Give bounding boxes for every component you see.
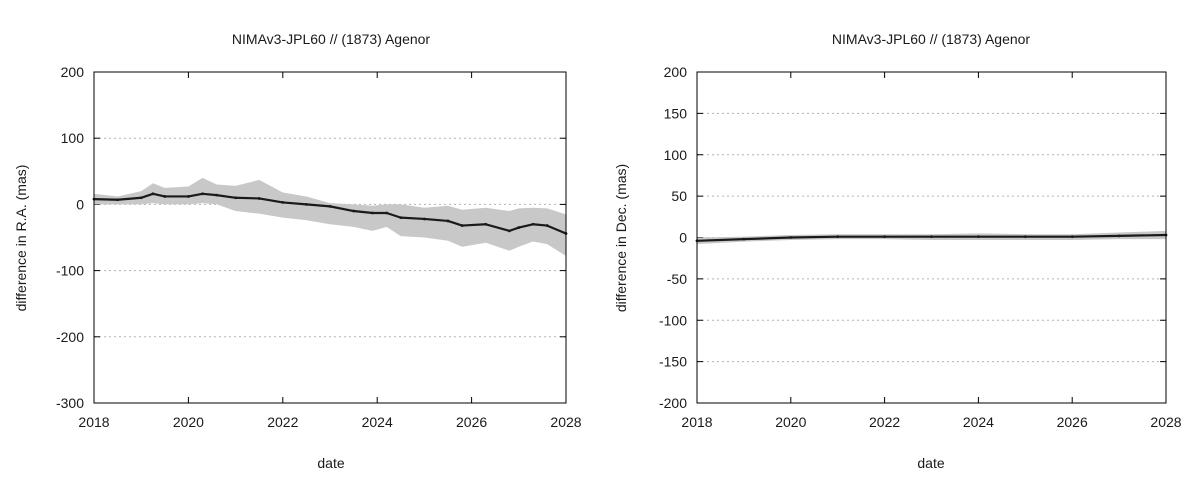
ra-y-tick-label: -100 [56, 263, 84, 279]
ra-chart-title: NIMAv3-JPL60 // (1873) Agenor [232, 31, 431, 47]
dec-data-point [836, 235, 840, 239]
dec-y-tick-label: -200 [659, 395, 687, 411]
ra-uncertainty-band [94, 177, 566, 257]
ra-data-point [328, 204, 332, 208]
ra-x-tick-label: 2026 [456, 414, 487, 430]
dec-y-tick-label: 200 [664, 64, 688, 80]
dec-y-tick-label: -150 [659, 354, 687, 370]
dec-y-tick-label: -50 [667, 271, 687, 287]
dec-chart-title: NIMAv3-JPL60 // (1873) Agenor [832, 31, 1031, 47]
ra-data-point [423, 217, 426, 221]
ra-x-axis-label: date [317, 455, 344, 471]
ra-x-tick-label: 2018 [78, 414, 109, 430]
dec-data-point [930, 235, 933, 239]
ra-x-tick-label: 2022 [267, 414, 298, 430]
ra-difference-line [93, 192, 567, 235]
ra-x-tick-label: 2028 [550, 414, 581, 430]
dec-y-tick-label: 150 [664, 105, 688, 121]
dec-y-tick-label: 50 [671, 188, 687, 204]
dec-y-tick-label: 100 [664, 147, 688, 163]
dec-data-point [883, 235, 886, 239]
dec-y-tick-label: -100 [659, 312, 687, 328]
ra-data-point [517, 226, 521, 229]
ra-data-point [215, 193, 219, 197]
dec-x-axis-label: date [917, 455, 944, 471]
ra-data-point [139, 196, 143, 200]
dec-x-tick-label: 2020 [775, 414, 806, 430]
dec-data-point [1070, 235, 1074, 239]
ra-y-tick-label: -200 [56, 329, 84, 345]
ra-data-point [446, 219, 450, 223]
ra-y-tick-label: 100 [61, 130, 85, 146]
ra-plot-frame [93, 71, 567, 404]
ra-data-point [399, 216, 403, 220]
ra-data-point [201, 192, 204, 196]
dec-plot-frame [696, 71, 1167, 404]
ra-data-point [385, 211, 389, 215]
ra-data-point [234, 196, 238, 200]
ra-data-point [187, 195, 190, 198]
ra-x-tick-label: 2024 [362, 414, 393, 430]
ra-data-point [163, 195, 167, 198]
ra-x-tick-label: 2020 [173, 414, 204, 430]
dec-y-axis-label: difference in Dec. (mas) [613, 164, 629, 312]
dec-data-point [977, 235, 980, 239]
ra-data-point [531, 222, 535, 226]
dec-x-tick-label: 2024 [963, 414, 994, 430]
dec-data-point [789, 236, 793, 239]
dec-x-tick-label: 2018 [681, 414, 712, 430]
dec-y-tick-label: 0 [679, 230, 687, 246]
ra-data-point [371, 211, 374, 215]
dec-x-tick-label: 2026 [1057, 414, 1088, 430]
ra-data-point [257, 197, 261, 200]
ra-data-point [281, 201, 285, 204]
ra-data-point [545, 224, 549, 227]
ra-data-point [352, 209, 355, 213]
dec-data-point [1023, 235, 1027, 239]
ra-data-point [507, 229, 511, 233]
dec-x-tick-label: 2028 [1150, 414, 1181, 430]
ra-data-point [305, 203, 308, 206]
dec-data-point [742, 237, 746, 241]
ra-data-point [116, 198, 119, 202]
dec-data-point [1117, 234, 1121, 238]
ra-data-point [460, 224, 464, 227]
ra-data-point [151, 192, 155, 196]
ra-y-tick-label: 0 [76, 196, 84, 212]
dec-chart: NIMAv3-JPL60 // (1873) Agenor difference… [613, 31, 1182, 471]
ra-y-tick-label: 200 [61, 64, 85, 80]
ra-chart: NIMAv3-JPL60 // (1873) Agenor difference… [13, 31, 582, 471]
ra-y-tick-label: -300 [56, 395, 84, 411]
ra-plot-area: -300 -200 -100 0 100 200 2018 2020 2022 2024 2026 2… [56, 64, 582, 430]
ra-y-axis-label: difference in R.A. (mas) [13, 165, 29, 312]
ra-data-point [484, 222, 488, 226]
dec-x-tick-label: 2022 [869, 414, 900, 430]
dec-plot-area: -200 -150 -100 -50 0 50 100 150 200 2018 2020 2022 2… [659, 64, 1182, 430]
